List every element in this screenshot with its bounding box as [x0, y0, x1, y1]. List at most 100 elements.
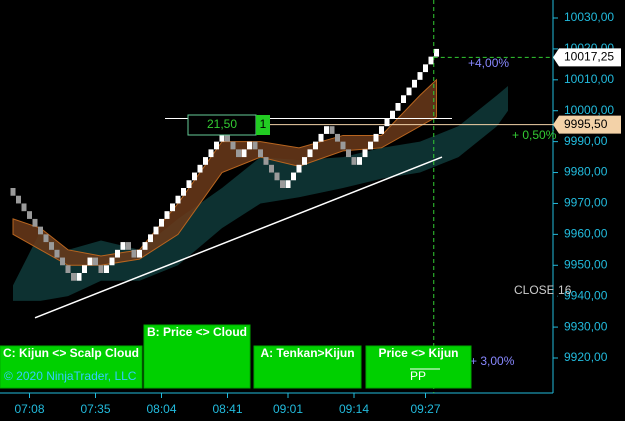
x-tick-label: 09:27	[410, 402, 440, 416]
brick	[406, 87, 412, 96]
brick	[247, 141, 252, 150]
brick	[148, 234, 153, 243]
brick	[351, 157, 357, 165]
brick	[109, 257, 115, 266]
marker-price-tag	[553, 115, 621, 134]
brick	[186, 180, 192, 188]
marker-price-label: 9995,50	[564, 117, 608, 131]
brick	[357, 157, 362, 165]
brick	[346, 149, 351, 158]
brick	[296, 164, 302, 173]
close-label: CLOSE 16	[514, 283, 572, 297]
y-tick-label: 10000,00	[564, 103, 614, 117]
y-tick-label: 10030,00	[564, 10, 614, 24]
y-tick-label: 9970,00	[564, 196, 608, 210]
brick	[82, 265, 87, 273]
brick	[329, 126, 335, 134]
button[interactable]	[0, 345, 143, 389]
y-tick-label: 10010,00	[564, 72, 614, 86]
brick	[49, 242, 54, 250]
last-price-label: 10017,25	[564, 50, 614, 64]
brick	[384, 118, 390, 127]
x-tick-label: 08:04	[146, 402, 176, 416]
brick	[153, 226, 159, 235]
brick	[10, 188, 16, 196]
close-mask	[553, 284, 558, 298]
brick	[164, 211, 170, 219]
brick	[203, 157, 208, 165]
brick	[32, 218, 38, 227]
brick	[87, 257, 93, 266]
brick	[131, 249, 137, 258]
pct-mid: + 0,50%	[512, 128, 557, 142]
cloud-area	[13, 86, 508, 301]
brick	[16, 195, 21, 204]
y-tick-label: 9930,00	[564, 319, 608, 333]
brick	[241, 149, 247, 158]
brick	[307, 149, 313, 158]
brick	[93, 257, 98, 266]
brick	[175, 195, 181, 204]
brick	[269, 164, 274, 173]
copyright: © 2020 NinjaTrader, LLC	[4, 369, 137, 383]
brick	[236, 149, 241, 158]
x-tick-label: 08:41	[212, 402, 242, 416]
brick	[258, 149, 263, 158]
count-label: 1	[260, 117, 267, 131]
brick	[60, 257, 65, 266]
brick	[197, 164, 203, 173]
brick	[417, 72, 423, 80]
brick	[252, 141, 258, 150]
y-tick-label: 9950,00	[564, 257, 608, 271]
brick	[324, 126, 329, 134]
count-box	[256, 115, 270, 135]
brick	[65, 265, 71, 273]
brick	[98, 265, 104, 273]
brick	[390, 110, 395, 119]
brick	[302, 157, 307, 165]
brick	[120, 242, 126, 250]
brick	[285, 180, 291, 188]
brick	[208, 149, 214, 158]
brick	[274, 172, 280, 181]
brick	[335, 133, 340, 142]
x-tick-label: 09:14	[339, 402, 369, 416]
brick	[214, 141, 219, 150]
brick	[137, 249, 142, 258]
button-label[interactable]: Price <> Kijun	[378, 346, 458, 360]
x-tick-label: 09:01	[273, 402, 303, 416]
brick	[280, 180, 285, 188]
y-tick-label: 9990,00	[564, 134, 608, 148]
button-label[interactable]: C: Kijun <> Scalp Cloud	[3, 346, 139, 360]
brick	[225, 133, 230, 142]
button[interactable]	[365, 345, 472, 389]
brick	[428, 56, 434, 65]
brick	[126, 242, 131, 250]
brick	[379, 126, 384, 134]
brick	[192, 172, 197, 181]
button[interactable]	[253, 345, 362, 389]
brick	[181, 188, 186, 196]
brick	[71, 272, 76, 281]
button[interactable]	[143, 324, 251, 389]
button-label[interactable]: B: Price <> Cloud	[147, 325, 247, 339]
last-price-tag	[553, 48, 621, 67]
brick	[115, 249, 120, 258]
brick	[373, 133, 379, 142]
button-label[interactable]: A: Tenkan>Kijun	[260, 346, 354, 360]
brick	[230, 141, 236, 150]
y-tick-label: 9980,00	[564, 165, 608, 179]
brick	[104, 265, 109, 273]
x-tick-label: 07:08	[14, 402, 44, 416]
brick	[54, 249, 60, 258]
pct-top: +4,00%	[468, 56, 509, 70]
brick	[76, 272, 82, 281]
brick	[263, 157, 269, 165]
brick	[340, 141, 346, 150]
brick	[219, 133, 225, 142]
y-tick-label: 9960,00	[564, 227, 608, 241]
brick	[27, 211, 32, 219]
brick	[318, 133, 324, 142]
brick	[412, 79, 417, 88]
